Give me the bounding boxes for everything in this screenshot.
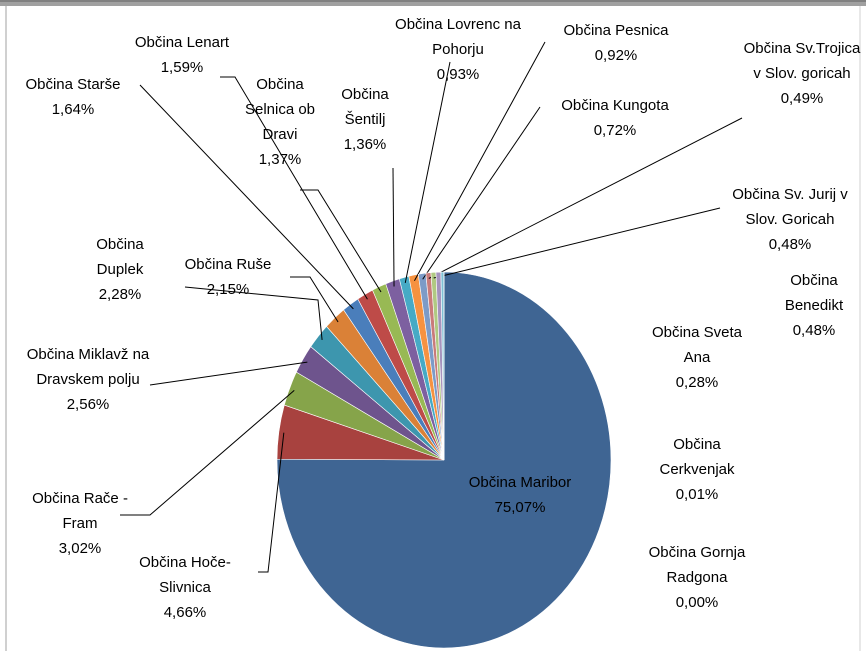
leader-line xyxy=(414,41,546,281)
slice-name: Občina Duplek xyxy=(96,236,144,278)
leader-line xyxy=(149,361,308,386)
slice-value: 3,02% xyxy=(58,540,102,557)
slice-name: Občina Ruše xyxy=(184,256,272,273)
slice-name: Občina Rače - Fram xyxy=(32,490,128,532)
slice-name: Občina Gornja Radgona xyxy=(648,544,746,586)
slice-value: 0,48% xyxy=(792,322,836,339)
leader-line xyxy=(258,432,285,573)
slice-label: Občina Šentilj 1,36% xyxy=(330,82,400,157)
slice-name: Občina Miklavž na Dravskem polju xyxy=(26,346,150,388)
slice-label: Občina Rače - Fram 3,02% xyxy=(20,486,140,561)
slice-label: Občina Cerkvenjak 0,01% xyxy=(642,432,752,507)
leader-line xyxy=(120,390,295,516)
slice-name: Občina Lenart xyxy=(134,34,230,51)
top-bar xyxy=(0,0,866,6)
slice-name: Občina Starše xyxy=(25,76,121,93)
slice-name: Občina Hoče-Slivnica xyxy=(139,554,231,596)
slice-label: Občina Hoče-Slivnica 4,66% xyxy=(130,550,240,625)
slice-name: Občina Sveta Ana xyxy=(651,324,743,366)
slice-label: Občina Sv.Trojica v Slov. goricah 0,49% xyxy=(742,36,862,111)
slice-name: Občina Sv. Jurij v Slov. Goricah xyxy=(732,186,848,228)
slice-value: 0,01% xyxy=(675,486,719,503)
slice-name: Občina Lovrenc na Pohorju xyxy=(395,16,521,58)
slice-label: Občina Maribor 75,07% xyxy=(435,470,605,520)
leader-line xyxy=(428,117,743,279)
slice-value: 75,07% xyxy=(494,499,546,516)
slice-value: 2,56% xyxy=(66,396,110,413)
slice-label: Občina Lovrenc na Pohorju 0,93% xyxy=(388,12,528,87)
leader-line xyxy=(220,76,368,300)
slice-label: Občina Ruše 2,15% xyxy=(163,252,293,302)
slice-value: 0,28% xyxy=(675,374,719,391)
slice-name: Občina Maribor xyxy=(468,474,572,491)
slice-label: Občina Kungota 0,72% xyxy=(540,93,690,143)
leader-line xyxy=(139,84,354,310)
leader-line xyxy=(404,61,451,284)
slice-label: Občina Starše 1,64% xyxy=(3,72,143,122)
slice-label: Občina Gornja Radgona 0,00% xyxy=(617,540,777,615)
slice-label: Občina Benedikt 0,48% xyxy=(769,268,859,343)
slice-name: Občina Cerkvenjak xyxy=(659,436,735,478)
slice-name: Občina Šentilj xyxy=(341,86,389,128)
slice-name: Občina Benedikt xyxy=(784,272,844,314)
slice-value: 0,00% xyxy=(675,594,719,611)
slice-value: 0,93% xyxy=(436,66,480,83)
leader-line xyxy=(392,167,395,287)
leader-line xyxy=(433,207,721,279)
slice-label: Občina Duplek 2,28% xyxy=(75,232,165,307)
leader-line xyxy=(290,276,339,323)
slice-value: 1,59% xyxy=(160,59,204,76)
slice-value: 0,49% xyxy=(780,90,824,107)
slice-label: Občina Miklavž na Dravskem polju 2,56% xyxy=(13,342,163,417)
slice-value: 1,37% xyxy=(258,151,302,168)
slice-label: Občina Sveta Ana 0,28% xyxy=(642,320,752,395)
slice-value: 0,72% xyxy=(593,122,637,139)
slice-value: 2,28% xyxy=(98,286,142,303)
slice-name: Občina Kungota xyxy=(561,97,669,114)
slice-value: 0,92% xyxy=(594,47,638,64)
slice-label: Občina Lenart 1,59% xyxy=(112,30,252,80)
pie-slice xyxy=(276,271,612,649)
slice-value: 4,66% xyxy=(163,604,207,621)
slice-label: Občina Selnica ob Dravi 1,37% xyxy=(235,72,325,172)
slice-name: Občina Pesnica xyxy=(563,22,669,39)
slice-name: Občina Sv.Trojica v Slov. goricah xyxy=(743,40,861,82)
leader-line xyxy=(184,286,323,340)
slice-value: 2,15% xyxy=(206,281,250,298)
slice-label: Občina Sv. Jurij v Slov. Goricah 0,48% xyxy=(720,182,860,257)
top-edge xyxy=(0,0,866,2)
slice-label: Občina Pesnica 0,92% xyxy=(541,18,691,68)
leader-line xyxy=(300,189,382,293)
slice-name: Občina Selnica ob Dravi xyxy=(244,76,316,143)
leader-line xyxy=(422,106,541,280)
slice-value: 1,36% xyxy=(343,136,387,153)
slice-value: 0,48% xyxy=(768,236,812,253)
slice-value: 1,64% xyxy=(51,101,95,118)
